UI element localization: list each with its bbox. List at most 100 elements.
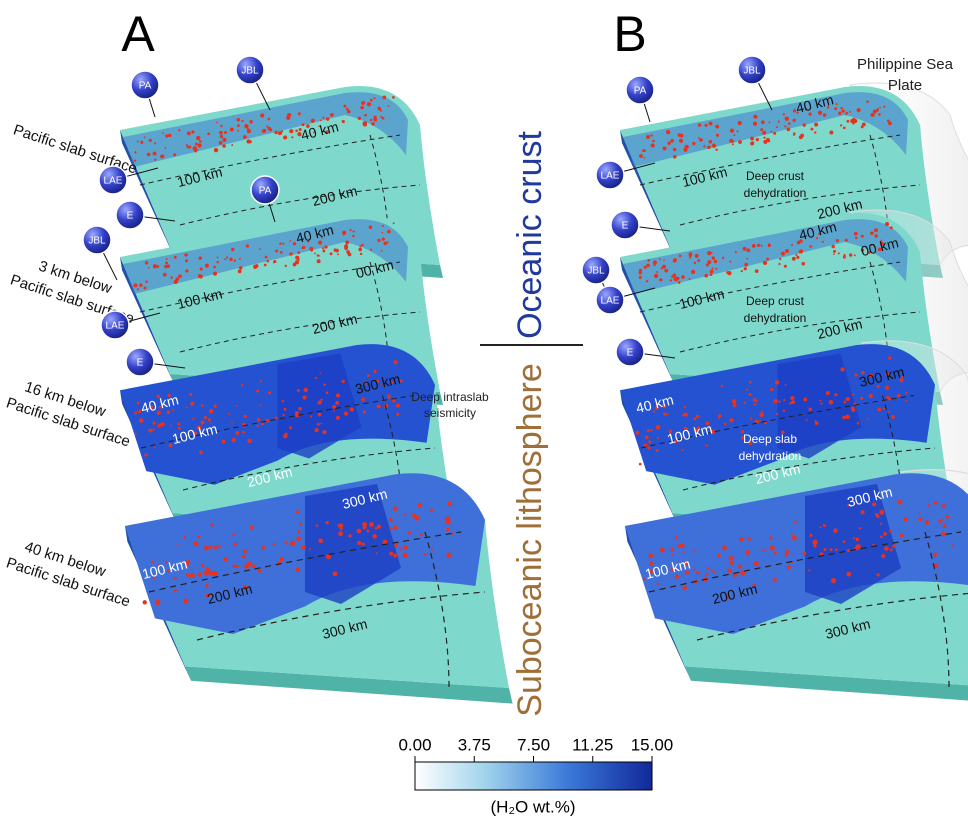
seismic-dot xyxy=(403,545,407,549)
seismic-dot xyxy=(431,549,433,551)
seismic-dot xyxy=(336,416,340,420)
seismic-dot xyxy=(377,404,381,408)
seismic-dot xyxy=(643,149,646,152)
seismic-dot xyxy=(344,247,347,250)
marker-label: PA xyxy=(259,186,272,197)
seismic-dot xyxy=(904,517,908,521)
seismic-dot xyxy=(635,431,639,435)
seismic-dot xyxy=(822,241,824,243)
seismic-dot xyxy=(761,411,763,413)
seismic-dot xyxy=(314,428,318,432)
seismic-dot xyxy=(216,122,218,124)
annotation: Philippine Sea xyxy=(857,56,954,73)
marker-label: E xyxy=(137,358,144,369)
seismic-dot xyxy=(298,407,302,411)
seismic-dot xyxy=(809,534,812,537)
seismic-dot xyxy=(652,140,655,143)
seismic-dot xyxy=(153,264,157,268)
seismic-dot xyxy=(358,117,361,120)
seismic-dot xyxy=(135,433,137,435)
seismic-dot xyxy=(267,118,270,121)
seismic-dot xyxy=(153,429,155,431)
seismic-dot xyxy=(393,526,397,530)
seismic-dot xyxy=(286,116,290,120)
seismic-dot xyxy=(843,540,846,543)
seismic-dot xyxy=(145,261,148,264)
seismic-dot xyxy=(318,538,323,543)
seismic-dot xyxy=(382,238,385,241)
seismic-dot xyxy=(289,129,293,133)
seismic-dot xyxy=(234,259,236,261)
annotation: Deep intraslab xyxy=(411,390,489,404)
note: dehydration xyxy=(744,186,807,200)
seismic-dot xyxy=(147,153,151,157)
seismic-dot xyxy=(275,250,278,253)
seismic-dot xyxy=(818,111,822,115)
seismic-dot xyxy=(820,402,822,404)
seismic-dot xyxy=(289,426,291,428)
seismic-dot xyxy=(316,525,318,527)
seismic-dot xyxy=(260,113,264,117)
seismic-dot xyxy=(334,248,337,251)
seismic-dot xyxy=(736,130,738,132)
seismic-dot xyxy=(778,121,780,123)
seismic-dot xyxy=(789,402,792,405)
seismic-dot xyxy=(235,431,239,435)
seismic-dot xyxy=(710,270,714,274)
seismic-dot xyxy=(846,120,849,123)
seismic-dot xyxy=(249,140,252,143)
seismic-dot xyxy=(213,272,217,276)
seismic-dot xyxy=(672,554,674,556)
figure: APacific slab surfacePAJBLLAEE40 km100 k… xyxy=(0,0,968,821)
seismic-dot xyxy=(284,408,287,411)
seismic-dot xyxy=(362,525,366,529)
seismic-dot xyxy=(722,257,724,259)
seismic-dot xyxy=(186,573,190,577)
seismic-dot xyxy=(861,235,864,238)
seismic-dot xyxy=(645,435,649,439)
seismic-dot xyxy=(712,256,715,259)
seismic-dot xyxy=(691,270,695,274)
seismic-dot xyxy=(204,416,207,419)
seismic-dot xyxy=(330,113,334,117)
seismic-dot xyxy=(842,416,846,420)
seismic-dot xyxy=(707,251,711,255)
seismic-dot xyxy=(666,130,670,134)
seismic-dot xyxy=(823,548,826,551)
seismic-dot xyxy=(241,120,243,122)
seismic-dot xyxy=(707,260,711,264)
marker-label: JBL xyxy=(587,266,605,277)
seismic-dot xyxy=(942,519,944,521)
seismic-dot xyxy=(925,520,930,525)
seismic-dot xyxy=(730,129,734,133)
seismic-dot xyxy=(888,411,890,413)
seismic-dot xyxy=(759,420,761,422)
seismic-dot xyxy=(857,422,860,425)
seismic-dot xyxy=(253,265,257,269)
seismic-dot xyxy=(718,414,721,417)
seismic-dot xyxy=(302,546,306,550)
seismic-dot xyxy=(213,266,216,269)
seismic-dot xyxy=(769,536,772,539)
seismic-dot xyxy=(279,557,284,562)
seismic-dot xyxy=(191,130,194,133)
marker-label: LAE xyxy=(104,176,123,187)
seismic-dot xyxy=(233,533,236,536)
seismic-dot xyxy=(849,253,852,256)
seismic-dot xyxy=(193,541,198,546)
seismic-dot xyxy=(236,405,238,407)
seismic-dot xyxy=(650,429,652,431)
seismic-dot xyxy=(317,423,320,426)
seismic-dot xyxy=(770,388,773,391)
seismic-dot xyxy=(296,510,299,513)
seismic-dot xyxy=(261,546,265,550)
seismic-dot xyxy=(375,527,378,530)
seismic-dot xyxy=(891,415,895,419)
seismic-dot xyxy=(861,510,865,514)
seismic-dot xyxy=(393,360,397,364)
note: dehydration xyxy=(739,449,802,463)
seismic-dot xyxy=(846,397,850,401)
seismic-dot xyxy=(186,144,188,146)
seismic-dot xyxy=(639,463,642,466)
seismic-dot xyxy=(699,138,703,142)
